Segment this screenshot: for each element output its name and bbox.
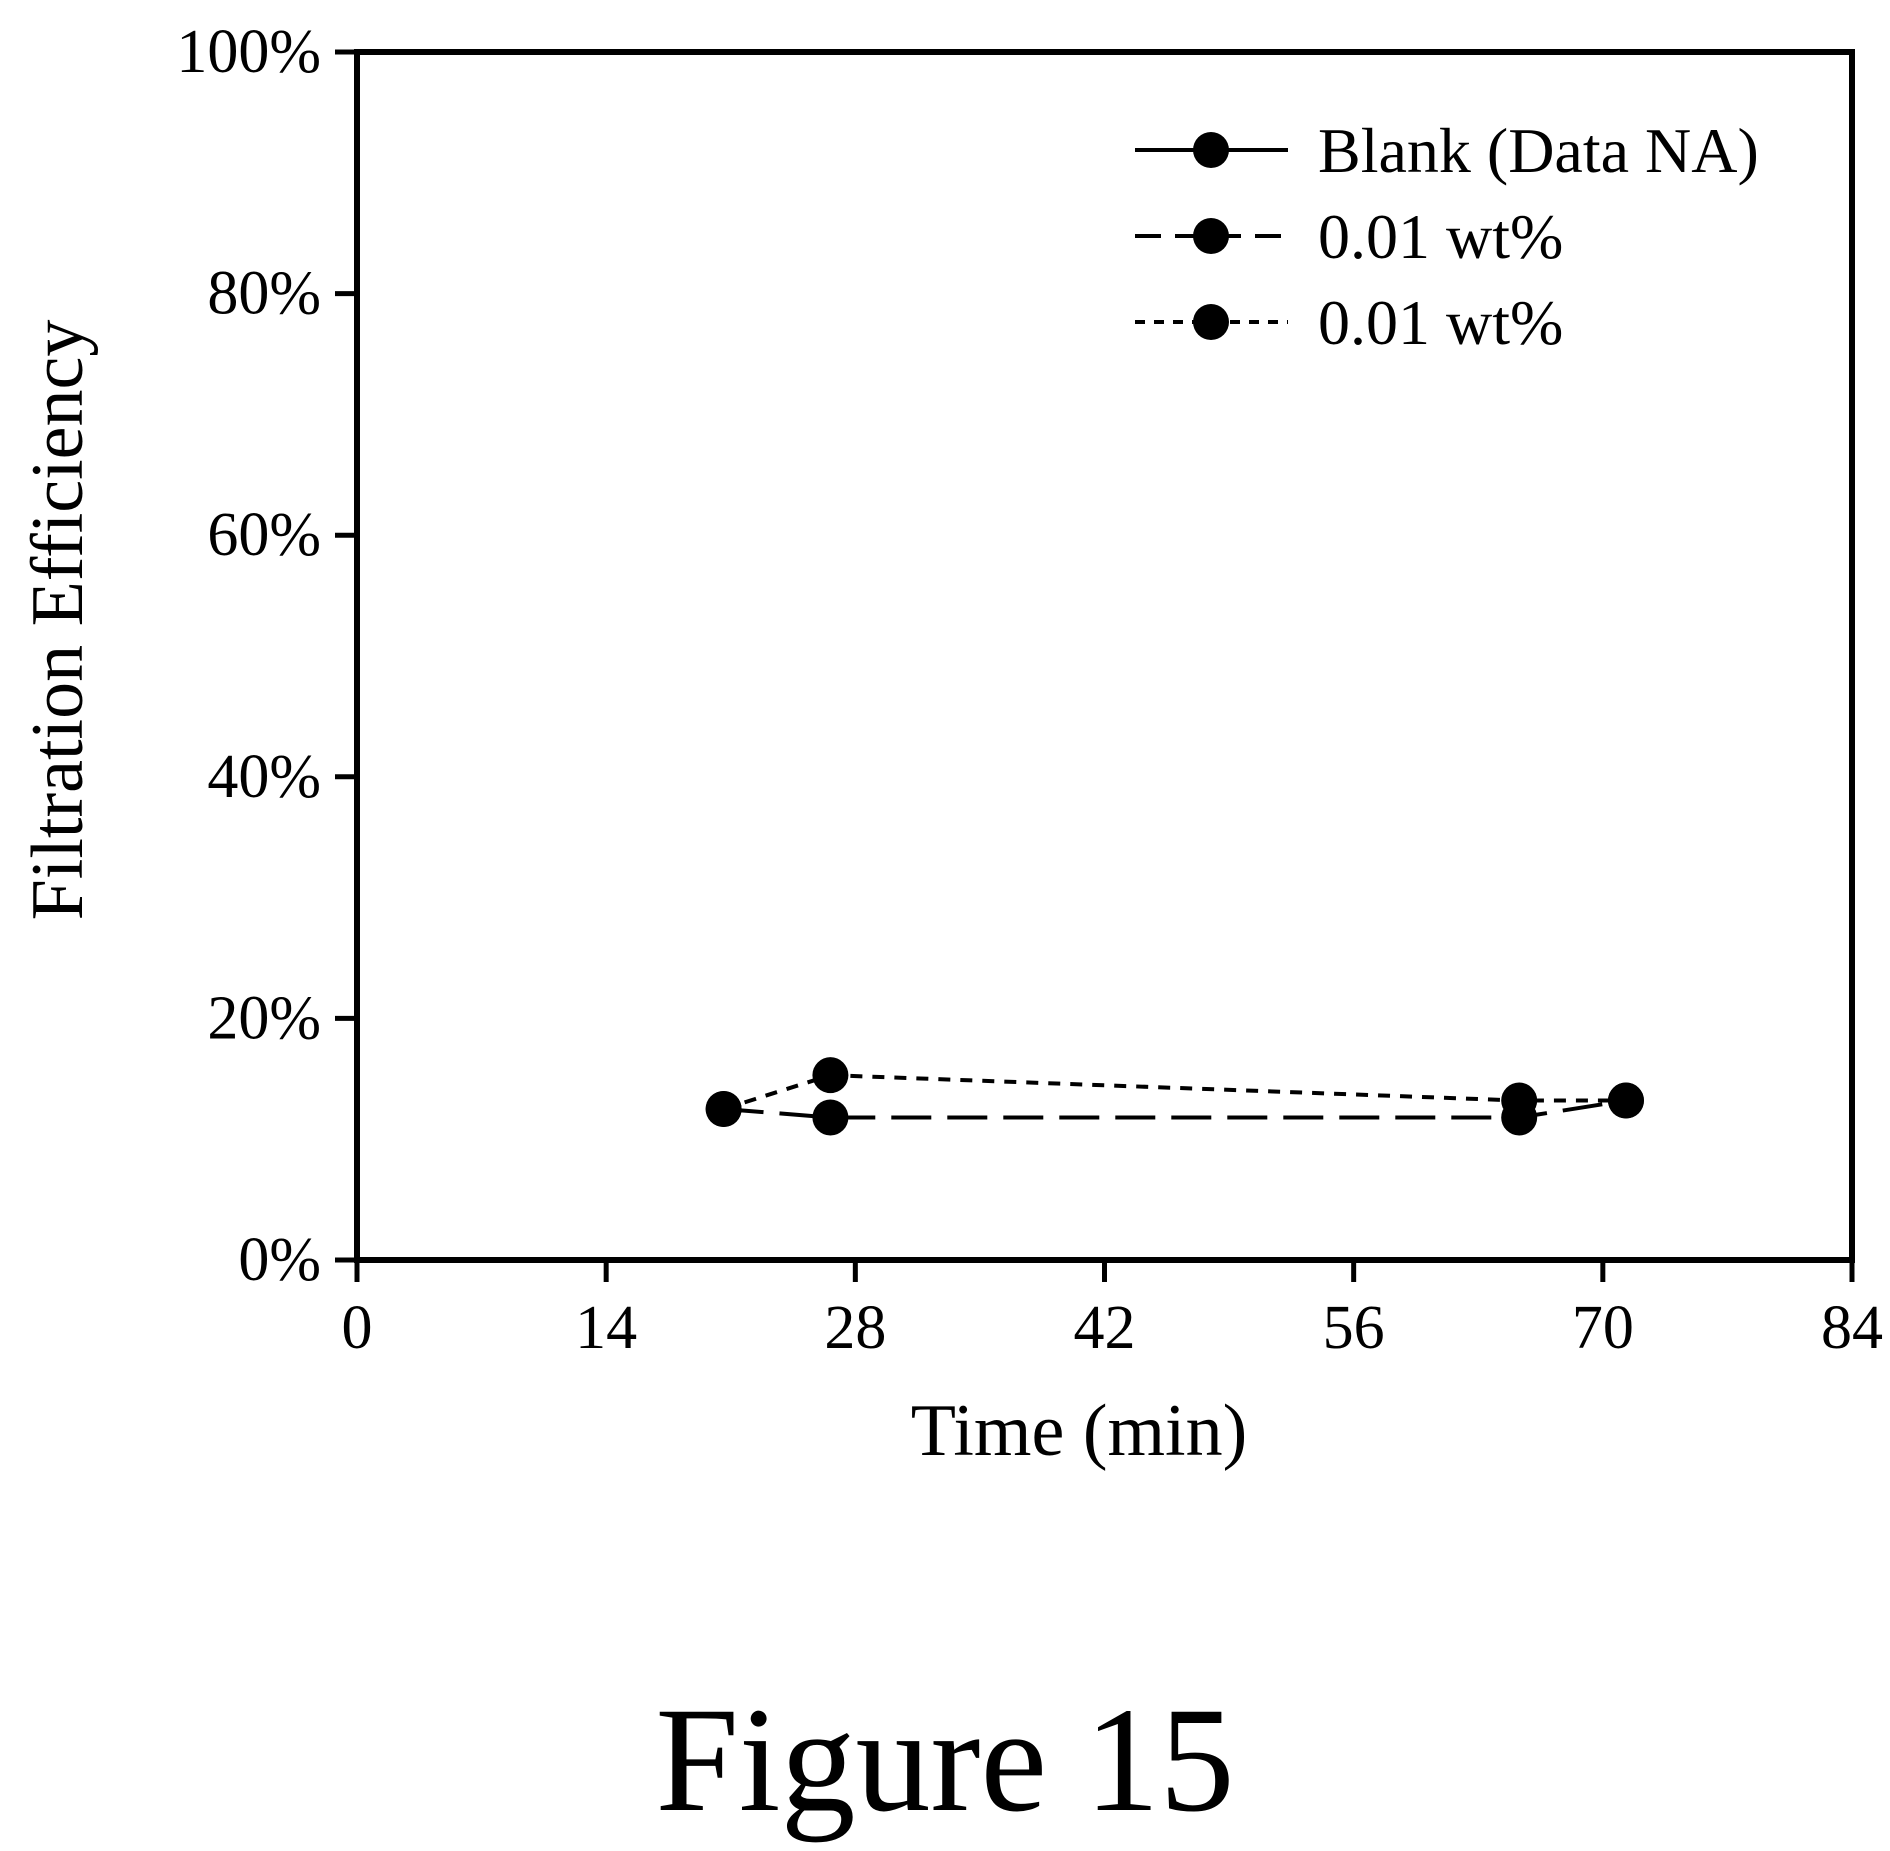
x-tick-label: 28: [824, 1294, 886, 1362]
y-tick-label: 60%: [207, 501, 321, 569]
legend-marker: [1193, 304, 1229, 340]
y-tick-label: 40%: [207, 743, 321, 811]
x-tick-label: 42: [1074, 1294, 1136, 1362]
legend-marker: [1193, 132, 1229, 168]
series-line: [723, 1098, 1627, 1120]
data-point-marker: [812, 1057, 849, 1094]
x-axis-title: Time (min): [911, 1390, 1247, 1472]
data-point-marker: [1501, 1082, 1538, 1119]
x-tick-label: 0: [342, 1294, 373, 1362]
legend: Blank (Data NA) 0.01 wt% 0.01 wt%: [1135, 115, 1759, 358]
x-axis-ticks: 0 14 28 42 56 70 84: [342, 1260, 1883, 1362]
y-tick-label: 80%: [207, 260, 321, 328]
x-tick-label: 14: [575, 1294, 637, 1362]
figure-caption: Figure 15: [655, 1677, 1234, 1843]
y-axis-ticks: 0% 20% 40% 60% 80% 100%: [176, 18, 357, 1294]
x-tick-label: 56: [1323, 1294, 1385, 1362]
data-point-marker: [705, 1091, 742, 1127]
data-point-marker: [1607, 1082, 1644, 1119]
x-tick-label: 84: [1821, 1294, 1883, 1362]
data-point-marker: [812, 1099, 849, 1136]
series-layer: [705, 1057, 1644, 1136]
legend-marker: [1193, 218, 1229, 254]
y-axis-title: Filtration Efficiency: [17, 320, 99, 921]
legend-label: 0.01 wt%: [1318, 287, 1563, 358]
x-tick-label: 70: [1572, 1294, 1634, 1362]
series-line: [723, 1073, 1626, 1111]
legend-label: Blank (Data NA): [1318, 115, 1759, 186]
plot-frame: [354, 49, 1855, 1263]
y-tick-label: 20%: [207, 984, 321, 1052]
y-tick-label: 100%: [176, 18, 321, 86]
legend-label: 0.01 wt%: [1318, 201, 1563, 272]
y-tick-label: 0%: [238, 1226, 321, 1294]
